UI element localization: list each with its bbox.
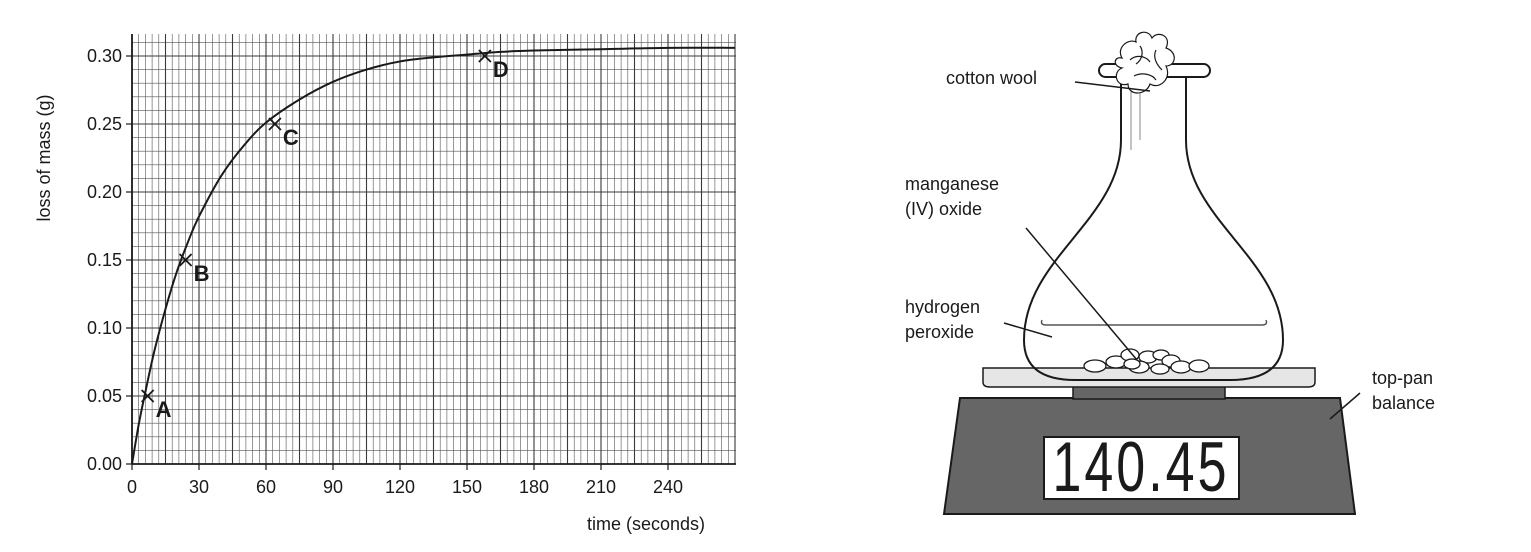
cotton-wool-leader — [1074, 81, 1151, 92]
balance-display — [1043, 436, 1240, 500]
x-tick-label: 210 — [586, 477, 616, 497]
cross-mark — [178, 253, 193, 267]
balance-pan — [982, 367, 1316, 388]
manganese-oxide-granules — [1083, 348, 1210, 375]
axes — [131, 34, 736, 465]
balance-label-line1: top-pan — [1372, 368, 1433, 388]
balance-leader — [1329, 392, 1361, 420]
hydrogen-peroxide-label-line1: hydrogen — [905, 297, 980, 317]
point-label: A — [156, 397, 172, 422]
cotton-wool — [1114, 31, 1175, 94]
cross-mark — [268, 117, 282, 131]
liquid-surface — [1040, 319, 1268, 326]
x-tick-label: 240 — [653, 477, 683, 497]
point-d: D — [478, 49, 509, 82]
x-tick-labels: 0 30 60 90 120 150 180 210 240 — [127, 464, 683, 497]
hydrogen-peroxide-label-line2: peroxide — [905, 322, 974, 342]
cross-mark — [478, 49, 492, 63]
loss-of-mass-graph: 0 30 60 90 120 150 180 210 240 0.000.050.100.150… — [34, 34, 736, 534]
y-tick-label: 0.00 — [87, 454, 122, 474]
major-grid — [131, 34, 736, 465]
point-label: B — [194, 261, 210, 286]
conical-flask — [1022, 75, 1285, 381]
y-tick-label: 0.20 — [87, 182, 122, 202]
data-curve — [131, 46, 736, 465]
y-tick-label: 0.25 — [87, 114, 122, 134]
point-markers: A B C D — [140, 49, 509, 422]
x-tick-label: 120 — [385, 477, 415, 497]
apparatus-diagram: 140.45 — [905, 31, 1435, 515]
y-axis-label: loss of mass (g) — [34, 94, 54, 221]
balance-reading: 140.45 — [1052, 428, 1229, 506]
y-tick-label: 0.30 — [87, 46, 122, 66]
y-tick-label: 0.10 — [87, 318, 122, 338]
x-tick-label: 90 — [323, 477, 343, 497]
y-tick-labels: 0.00 0.05 0.10 0.15 0.20 0.25 0.30 — [87, 46, 132, 474]
point-a: A — [140, 389, 172, 422]
cotton-wool-label: cotton wool — [946, 68, 1037, 88]
point-label: D — [493, 57, 509, 82]
point-b: B — [178, 253, 210, 286]
y-tick-label: 0.05 — [87, 386, 122, 406]
x-tick-label: 150 — [452, 477, 482, 497]
cross-mark — [140, 389, 155, 403]
manganese-label-line2: (IV) oxide — [905, 199, 982, 219]
x-axis-label: time (seconds) — [587, 514, 705, 534]
x-tick-label: 0 — [127, 477, 137, 497]
hydrogen-peroxide-leader — [1003, 322, 1053, 338]
point-c: C — [268, 117, 299, 150]
x-tick-label: 60 — [256, 477, 276, 497]
manganese-leader — [1025, 227, 1138, 361]
x-tick-label: 30 — [189, 477, 209, 497]
manganese-label-line1: manganese — [905, 174, 999, 194]
balance-label-line2: balance — [1372, 393, 1435, 413]
y-tick-label: 0.15 — [87, 250, 122, 270]
point-label: C — [283, 125, 299, 150]
x-tick-label: 180 — [519, 477, 549, 497]
